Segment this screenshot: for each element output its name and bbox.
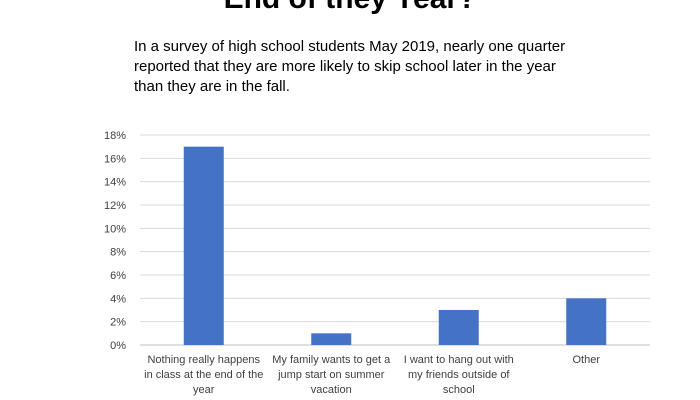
y-tick-label: 8% bbox=[110, 247, 126, 259]
bar bbox=[311, 333, 352, 345]
y-tick-label: 0% bbox=[110, 340, 126, 352]
x-category-label-line: I want to hang out with bbox=[403, 354, 514, 366]
x-category-label-line: vacation bbox=[310, 384, 352, 396]
subtitle-line: than they are in the fall. bbox=[134, 78, 290, 95]
subtitle-line: reported that they are more likely to sk… bbox=[134, 58, 556, 75]
subtitle-line: In a survey of high school students May … bbox=[134, 38, 566, 55]
x-category-label-line: My family wants to get a bbox=[272, 354, 391, 366]
bar bbox=[183, 146, 224, 345]
x-category-label: Other bbox=[523, 353, 649, 368]
x-category-label-line: Other bbox=[572, 354, 600, 366]
x-category-label: Nothing really happens in class at the en… bbox=[141, 353, 267, 398]
y-tick-label: 2% bbox=[110, 317, 126, 329]
chart-title: End of they Year? bbox=[0, 0, 700, 16]
y-tick-label: 12% bbox=[104, 200, 126, 212]
y-tick-label: 6% bbox=[110, 270, 126, 282]
x-category-label-line: Nothing really happens bbox=[147, 354, 261, 366]
y-tick-label: 14% bbox=[104, 177, 126, 189]
x-category-label-line: school bbox=[442, 384, 475, 396]
y-tick-label: 16% bbox=[104, 153, 126, 165]
subtitle: In a survey of high school students May … bbox=[134, 37, 604, 97]
x-category-label-line: year bbox=[193, 384, 215, 396]
y-tick-label: 10% bbox=[104, 223, 126, 235]
x-category-label: My family wants to get a jump start on su… bbox=[268, 353, 394, 398]
x-category-label-line: jump start on summer bbox=[278, 369, 385, 381]
bar bbox=[566, 298, 607, 345]
y-tick-label: 4% bbox=[110, 293, 126, 305]
bar bbox=[438, 310, 479, 345]
x-category-label: I want to hang out with my friends outsid… bbox=[396, 353, 522, 398]
x-category-label-line: my friends outside of bbox=[408, 369, 510, 381]
x-category-label-line: in class at the end of the bbox=[144, 369, 264, 381]
y-tick-label: 18% bbox=[104, 130, 126, 142]
